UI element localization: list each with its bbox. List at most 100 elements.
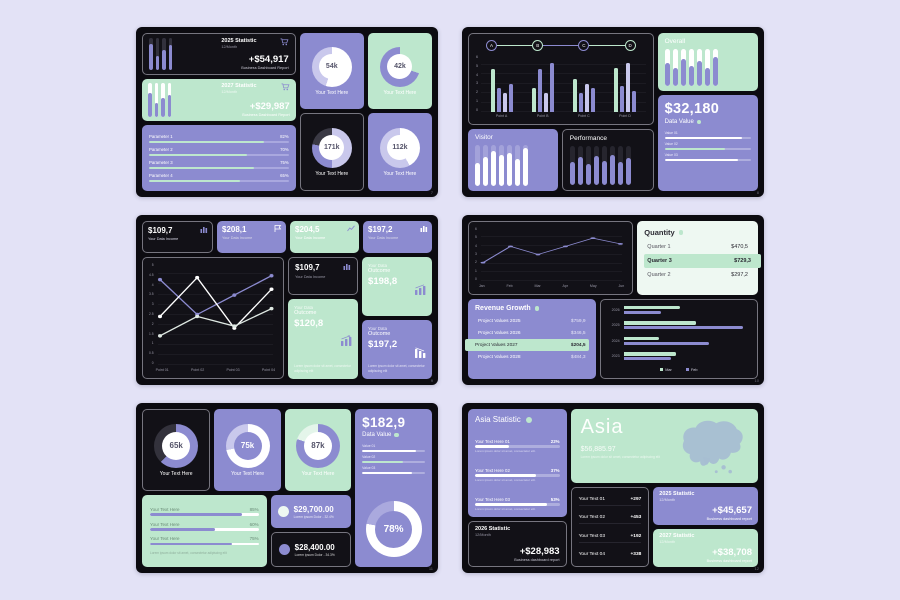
stat-period: 12/Month [659,540,676,544]
bar-track [672,49,678,86]
bar [572,78,577,112]
stat-period: 12/Month [475,533,491,537]
plot-area [157,264,274,365]
slide-thumbnail-7[interactable]: 2025 Statistic 12/Month +$54,917 Busines… [136,27,438,197]
bar [609,154,615,185]
page-number: 9 [430,378,433,383]
tick-label: 5 [151,263,154,267]
bar [696,60,702,86]
bar [585,163,591,185]
category-label: 2023 [611,354,620,359]
flag-icon [274,225,282,232]
slide12-bottom-row: Your Text 01 +297 Your Text 02 +453 Your T… [570,487,758,567]
value-row: Value 02 [664,142,751,150]
x-tick-label: Feb [506,284,513,288]
stat-card-stack: 2025 Statistic 12/Month +$45,657 Busines… [653,487,758,567]
bar [549,62,554,112]
slide11-donut-row: 65k Your Text Here 75k Your Text Here 87… [142,409,352,491]
hbar-row: 2024 [609,336,749,345]
bar [569,161,575,185]
quantity-card: Quantity Quarter 1 $470,5 Quarter 3 $729,3… [637,221,761,295]
percent-donut-chart: 78% [365,501,422,557]
donut-card-112k: 112k Your Text Here [367,113,432,191]
tick-label: 2 [476,90,478,95]
outcome-card: Your Data Outcome $198,8 [362,257,432,316]
tick-label: 0.5 [149,351,154,356]
stat-value: $208,1 [222,225,247,234]
visitor-bar-chart [475,145,551,186]
bar [155,55,159,70]
value-row: Value 02 [362,455,425,463]
revenue-row: Project Values 2025 $759,9 [478,318,586,324]
progress-row: Your Text Here 60% [150,522,259,531]
bar-track [664,49,670,86]
bar [584,83,589,112]
slide12-left-column: Asia Statistic Your Text Here 01 22% Lore… [468,409,567,567]
legend-item: Feb [685,367,698,372]
y-axis: 6 5 4 3 2 1 0 [475,227,477,289]
circle-icon [277,506,289,517]
asia-map-card: Asia $56,885.97 Lorem ipsum dolor sit am… [570,409,758,483]
donut-card-87k: 87k Your Text Here [284,409,352,491]
bar [491,151,496,186]
status-dot-icon [534,306,540,311]
slide-thumbnail-9[interactable]: $109,7 Your Data Income $208,1 Your Data… [136,215,438,385]
category-label: 2026 [611,307,620,312]
x-axis: Jan Feb Mar Apr May Jun [477,282,626,289]
value-row: Value 03 [362,466,425,474]
status-dot-icon [525,416,532,423]
slide7-left-column: 2025 Statistic 12/Month +$54,917 Busines… [142,33,296,191]
quantity-row-highlighted: Quarter 3 $729,3 [644,254,761,268]
line-chart: 6 5 4 3 2 1 0 Jan Feb Mar Apr May Jun [468,221,634,295]
list-item: Your Text 04 +338 [578,551,642,557]
parameter-label: Parameter 2 [149,147,173,152]
parameter-row: Parameter 4 65% [149,173,289,182]
slide-thumbnail-10[interactable]: 6 5 4 3 2 1 0 Jan Feb Mar Apr May Jun Quantity Quart… [462,215,764,385]
bar-track [499,145,504,186]
performance-card: Performance [561,129,654,191]
bar [161,98,165,117]
slide9-right-column: Your Data Outcome $198,8 Your Data Outco… [362,257,432,379]
plot-area: Point A Point B Point C Point D [481,55,646,120]
money-value: $29,700.00 [293,504,334,514]
mini-bar-chart [148,83,216,117]
x-tick-label: Point 04 [261,368,276,372]
tick-label: 3 [475,251,477,256]
card-title: Asia Statistic [475,415,521,424]
revenue-row: Project Values 2028 $484,3 [478,354,586,360]
stat-value: $109,7 [148,226,173,235]
progress-fill [149,153,247,156]
stat-body: 2027 Statistic 12/Month +$29,987 Busines… [221,83,289,117]
stat-value: +$28,983 [519,546,560,557]
x-tick-label: Jun [618,284,625,288]
bar [601,160,607,185]
parameter-percent: 75% [280,160,289,165]
bar [623,336,659,341]
progress-fill [149,179,240,182]
bar-track [161,83,165,117]
slide-thumbnail-11[interactable]: 65k Your Text Here 75k Your Text Here 87… [136,403,438,573]
slide7-donut-grid: 54k Your Text Here 42k Your Text Here 17… [299,33,432,191]
grouped-bar-chart: 6 5 4 3 2 1 0 Point A Point B Point C Point D [476,55,646,120]
stat-card-2025: 2025 Statistic 12/Month +$54,917 Busines… [142,33,296,75]
slide-thumbnail-12[interactable]: Asia Statistic Your Text Here 01 22% Lore… [462,403,764,573]
bar [578,93,583,112]
value-row: Value 03 [664,153,751,161]
stat-value: +$38,708 [712,547,752,558]
tick-label: 2.5 [149,311,154,316]
bar [149,44,153,70]
bar-chart-icon [343,264,351,270]
performance-bar-chart [569,146,646,185]
stat-card: $109,7 Your Data Income [142,221,213,253]
text-value-list: Your Text 01 +297 Your Text 02 +453 Your T… [570,487,650,567]
stat-body: 2025 Statistic 12/Month +$54,917 Busines… [221,38,288,70]
revenue-row: Project Values 2026 $346,5 [478,330,586,336]
bar [623,310,662,314]
donut-label: Your Text Here [383,89,417,96]
donut-chart: 87k [295,423,340,468]
stat-caption: Business dashboard report [514,558,560,562]
slide-thumbnail-8[interactable]: A B C D 6 5 4 3 2 1 0 Point A Point B Point C Point D… [462,27,764,197]
bar [502,93,507,112]
stat-label: Your Data Income [222,235,253,240]
bar [490,69,495,112]
